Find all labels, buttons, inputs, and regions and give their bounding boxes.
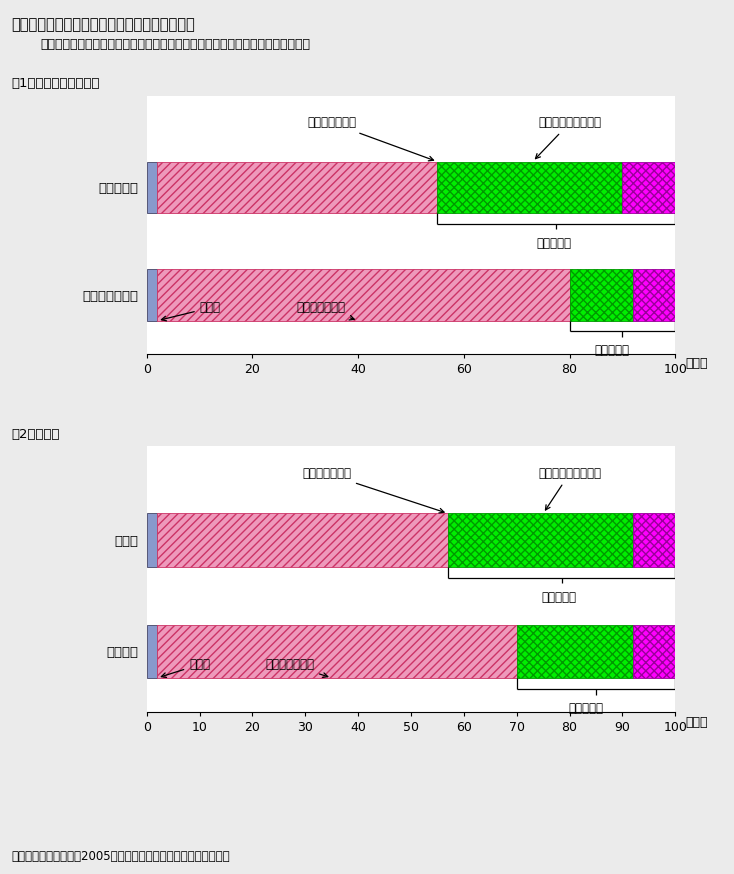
Text: 評価を実施: 評価を実施: [595, 344, 629, 357]
Text: ＣＩＯ設置企業及び製造業において、ＩＴ投資評価を実施している割合が高い: ＣＩＯ設置企業及び製造業において、ＩＴ投資評価を実施している割合が高い: [40, 38, 310, 51]
Bar: [147, 514, 157, 567]
Text: 個別基準で実施: 個別基準で実施: [302, 467, 444, 513]
Text: （％）: （％）: [686, 716, 708, 729]
Bar: [147, 162, 157, 213]
Text: 個別基準で実施: 個別基準で実施: [308, 116, 434, 161]
Bar: [622, 162, 675, 213]
Bar: [147, 625, 157, 678]
Text: 評価を実施: 評価を実施: [542, 591, 576, 604]
Text: （1）ＣＩＯ設置状況別: （1）ＣＩＯ設置状況別: [11, 77, 100, 90]
Text: 社内統一基準で実施: 社内統一基準で実施: [538, 467, 601, 510]
Bar: [633, 625, 675, 678]
Text: 評価を実施: 評価を実施: [537, 237, 571, 250]
Text: 実施していない: 実施していない: [265, 658, 328, 677]
Bar: [157, 269, 570, 321]
Bar: [570, 269, 633, 321]
Bar: [633, 269, 675, 321]
Text: 第２－３－５図　企業のＩＴ投資評価実施状況: 第２－３－５図 企業のＩＴ投資評価実施状況: [11, 17, 195, 32]
Bar: [157, 514, 448, 567]
Text: その他: その他: [161, 658, 210, 677]
Text: （％）: （％）: [686, 357, 708, 371]
Bar: [517, 625, 633, 678]
Text: その他: その他: [161, 302, 221, 321]
Bar: [157, 162, 437, 213]
Text: 社内統一基準で実施: 社内統一基準で実施: [536, 116, 601, 159]
Bar: [448, 514, 633, 567]
Bar: [633, 514, 675, 567]
Text: （2）業種別: （2）業種別: [11, 428, 59, 441]
Bar: [157, 625, 517, 678]
Bar: [437, 162, 622, 213]
Text: （備考）経済産業省（2005）「情報処理実態調査」により作成。: （備考）経済産業省（2005）「情報処理実態調査」により作成。: [11, 850, 230, 863]
Bar: [147, 269, 157, 321]
Text: 評価を実施: 評価を実施: [568, 703, 603, 715]
Text: 実施していない: 実施していない: [297, 302, 355, 320]
